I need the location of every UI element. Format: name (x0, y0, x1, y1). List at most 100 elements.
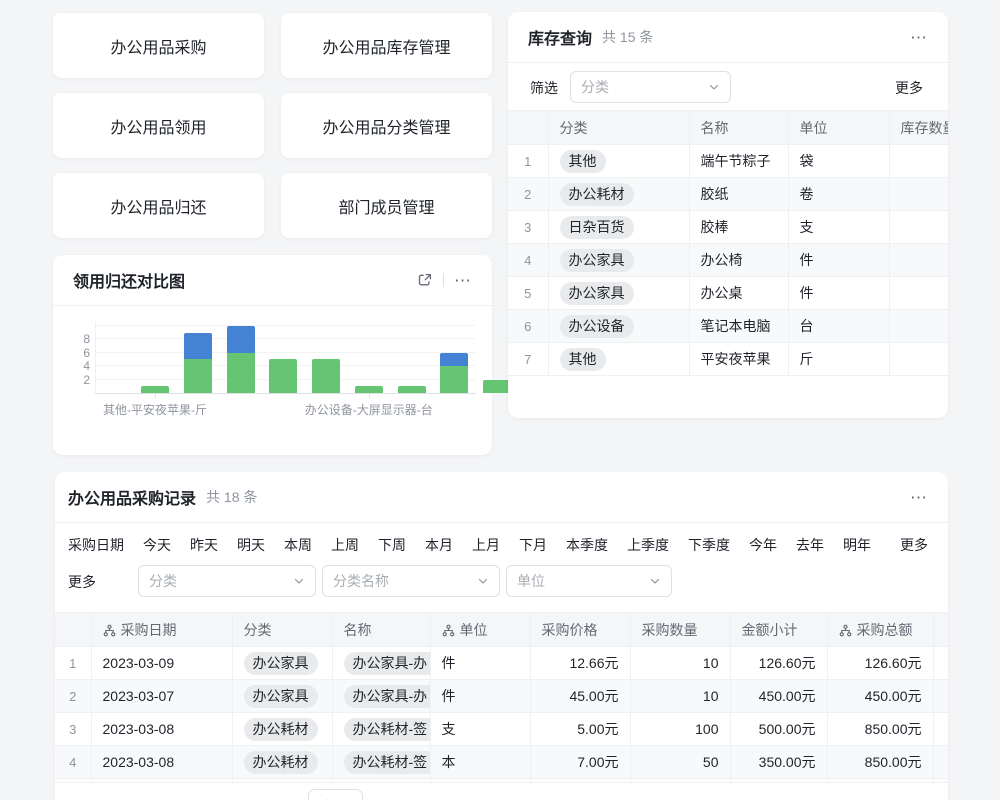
bar-segment-green (354, 386, 383, 393)
category-tag: 日杂百货 (559, 215, 634, 239)
date-filter-label: 采购日期 (68, 537, 124, 553)
name-cell: 办公家具-办 (332, 646, 431, 680)
chevron-down-icon (477, 575, 489, 587)
date-option[interactable]: 上季度 (627, 537, 669, 553)
table-row[interactable]: 4 办公家具 办公椅件 (508, 243, 948, 277)
date-option[interactable]: 明年 (843, 537, 871, 553)
date-option[interactable]: 本周 (284, 537, 312, 553)
bar (483, 379, 511, 393)
table-row[interactable]: 2 2023-03-07 办公家具 办公家具-办件 45.00元 10 450.00元 450… (55, 679, 948, 713)
inventory-more-filters-link[interactable]: 更多 (895, 80, 923, 96)
table-row[interactable]: 1 其他 端午节粽子袋 (508, 144, 948, 178)
unit-cell: 卷 (788, 177, 890, 211)
chevron-down-icon (649, 575, 661, 587)
name-cell: 胶纸 (689, 177, 789, 211)
date-option[interactable]: 今天 (143, 537, 171, 553)
total-cell: 850.00元 (827, 712, 934, 746)
subtotal-cell: 500.00元 (730, 712, 828, 746)
partial-cell (430, 778, 531, 783)
column-header: 库存数量 (889, 110, 948, 145)
column-header: 分类 (232, 612, 333, 647)
stock-cell (889, 243, 948, 277)
more-filter-label: 更多 (68, 574, 96, 590)
more-menu-icon[interactable]: ⋯ (910, 487, 928, 507)
date-option[interactable]: 本月 (425, 537, 453, 553)
date-option[interactable]: 明天 (237, 537, 265, 553)
date-option[interactable]: 去年 (796, 537, 824, 553)
table-row[interactable]: 5 办公家具 办公桌件 (508, 276, 948, 310)
date-option[interactable]: 本季度 (566, 537, 608, 553)
category-tag: 办公家具 (243, 684, 318, 708)
date-option[interactable]: 昨天 (190, 537, 218, 553)
x-axis-tick (368, 394, 370, 398)
column-header: 名称 (332, 612, 431, 647)
subtotal-cell: 126.60元 (730, 646, 828, 680)
nav-button[interactable]: 办公用品库存管理 (281, 13, 492, 78)
category-cell: 办公耗材 (232, 712, 333, 746)
nav-button[interactable]: 部门成员管理 (281, 173, 492, 238)
table-row[interactable]: 1 2023-03-09 办公家具 办公家具-办件 12.66元 10 126.60元 126… (55, 646, 948, 680)
row-number: 6 (508, 309, 549, 343)
date-option[interactable]: 下周 (378, 537, 406, 553)
name-cell: 笔记本电脑 (689, 309, 789, 343)
expand-icon[interactable] (417, 272, 433, 288)
table-row[interactable]: 3 日杂百货 胶棒支 (508, 210, 948, 244)
purchase-date-filter-row: 采购日期 今天 昨天 明天 本周 上周 下周 本月 上月 下月 本季度 上季度 下季度 今年 去年 明年 更… (68, 530, 928, 560)
row-number: 3 (55, 712, 92, 746)
category-cell: 办公耗材 (548, 177, 690, 211)
date-option[interactable]: 今年 (749, 537, 777, 553)
date-option[interactable]: 下季度 (688, 537, 730, 553)
date-more-link[interactable]: 更多 (900, 537, 928, 553)
row-number: 7 (508, 342, 549, 376)
category-tag: 其他 (559, 347, 606, 371)
category-filter-select[interactable]: 分类 (570, 71, 731, 103)
partial-cell (730, 778, 828, 783)
more-menu-icon[interactable]: ⋯ (454, 270, 472, 290)
x-axis-tick-label: 办公设备-大屏显示器-台 (304, 403, 433, 417)
nav-button[interactable]: 办公用品归还 (53, 173, 264, 238)
more-menu-icon[interactable]: ⋯ (910, 27, 928, 47)
unit-cell: 斤 (788, 342, 890, 376)
category-cell: 其他 (548, 144, 690, 178)
date-option[interactable]: 上月 (472, 537, 500, 553)
date-option[interactable]: 上周 (331, 537, 359, 553)
bar-segment-green (183, 359, 212, 393)
chart-card-header: 领用归还对比图 ⋯ (53, 255, 492, 305)
load-button[interactable]: 载入 (308, 789, 363, 800)
date-cell: 2023-03-07 (91, 679, 233, 713)
stock-cell (889, 309, 948, 343)
name-cell: 办公耗材-签 (332, 712, 431, 746)
category-cell: 办公家具 (548, 243, 690, 277)
name-tag: 办公耗材-签 (343, 750, 429, 774)
unit-cell: 件 (430, 679, 531, 713)
y-axis-tick-label: 4 (83, 359, 90, 374)
table-row[interactable]: 2 办公耗材 胶纸卷 (508, 177, 948, 211)
total-cell: 126.60元 (827, 646, 934, 680)
nav-button[interactable]: 办公用品领用 (53, 93, 264, 158)
select-placeholder: 分类 (581, 79, 609, 95)
nav-button[interactable]: 办公用品采购 (53, 13, 264, 78)
overflow-cell (933, 745, 948, 779)
table-row[interactable]: 3 2023-03-08 办公耗材 办公耗材-签支 5.00元 100 500.00元 850… (55, 712, 948, 746)
quantity-cell: 50 (630, 745, 731, 779)
table-row[interactable]: 4 2023-03-08 办公耗材 办公耗材-签本 7.00元 50 350.00元 850.… (55, 745, 948, 779)
column-header-with-group-icon: 单位 (430, 612, 531, 647)
filter-select[interactable]: 单位 (506, 565, 672, 597)
overflow-cell (933, 712, 948, 746)
gridline (96, 351, 476, 353)
table-row[interactable]: 7 其他 平安夜苹果斤 (508, 342, 948, 376)
date-option[interactable]: 下月 (519, 537, 547, 553)
filter-select[interactable]: 分类 (138, 565, 316, 597)
chart-title: 领用归还对比图 (73, 274, 186, 291)
partial-cell (55, 778, 92, 783)
nav-button[interactable]: 办公用品分类管理 (281, 93, 492, 158)
table-header-row: 采购日期 分类 名称 单位 采购价格 采购数量 金额小计 采购总额 (55, 612, 948, 647)
bar (312, 359, 340, 393)
divider (508, 62, 948, 63)
price-cell: 45.00元 (530, 679, 631, 713)
y-axis-tick-label: 8 (83, 332, 90, 347)
price-cell: 5.00元 (530, 712, 631, 746)
table-row[interactable]: 6 办公设备 笔记本电脑台 (508, 309, 948, 343)
filter-select[interactable]: 分类名称 (322, 565, 500, 597)
partial-cell (232, 778, 333, 783)
